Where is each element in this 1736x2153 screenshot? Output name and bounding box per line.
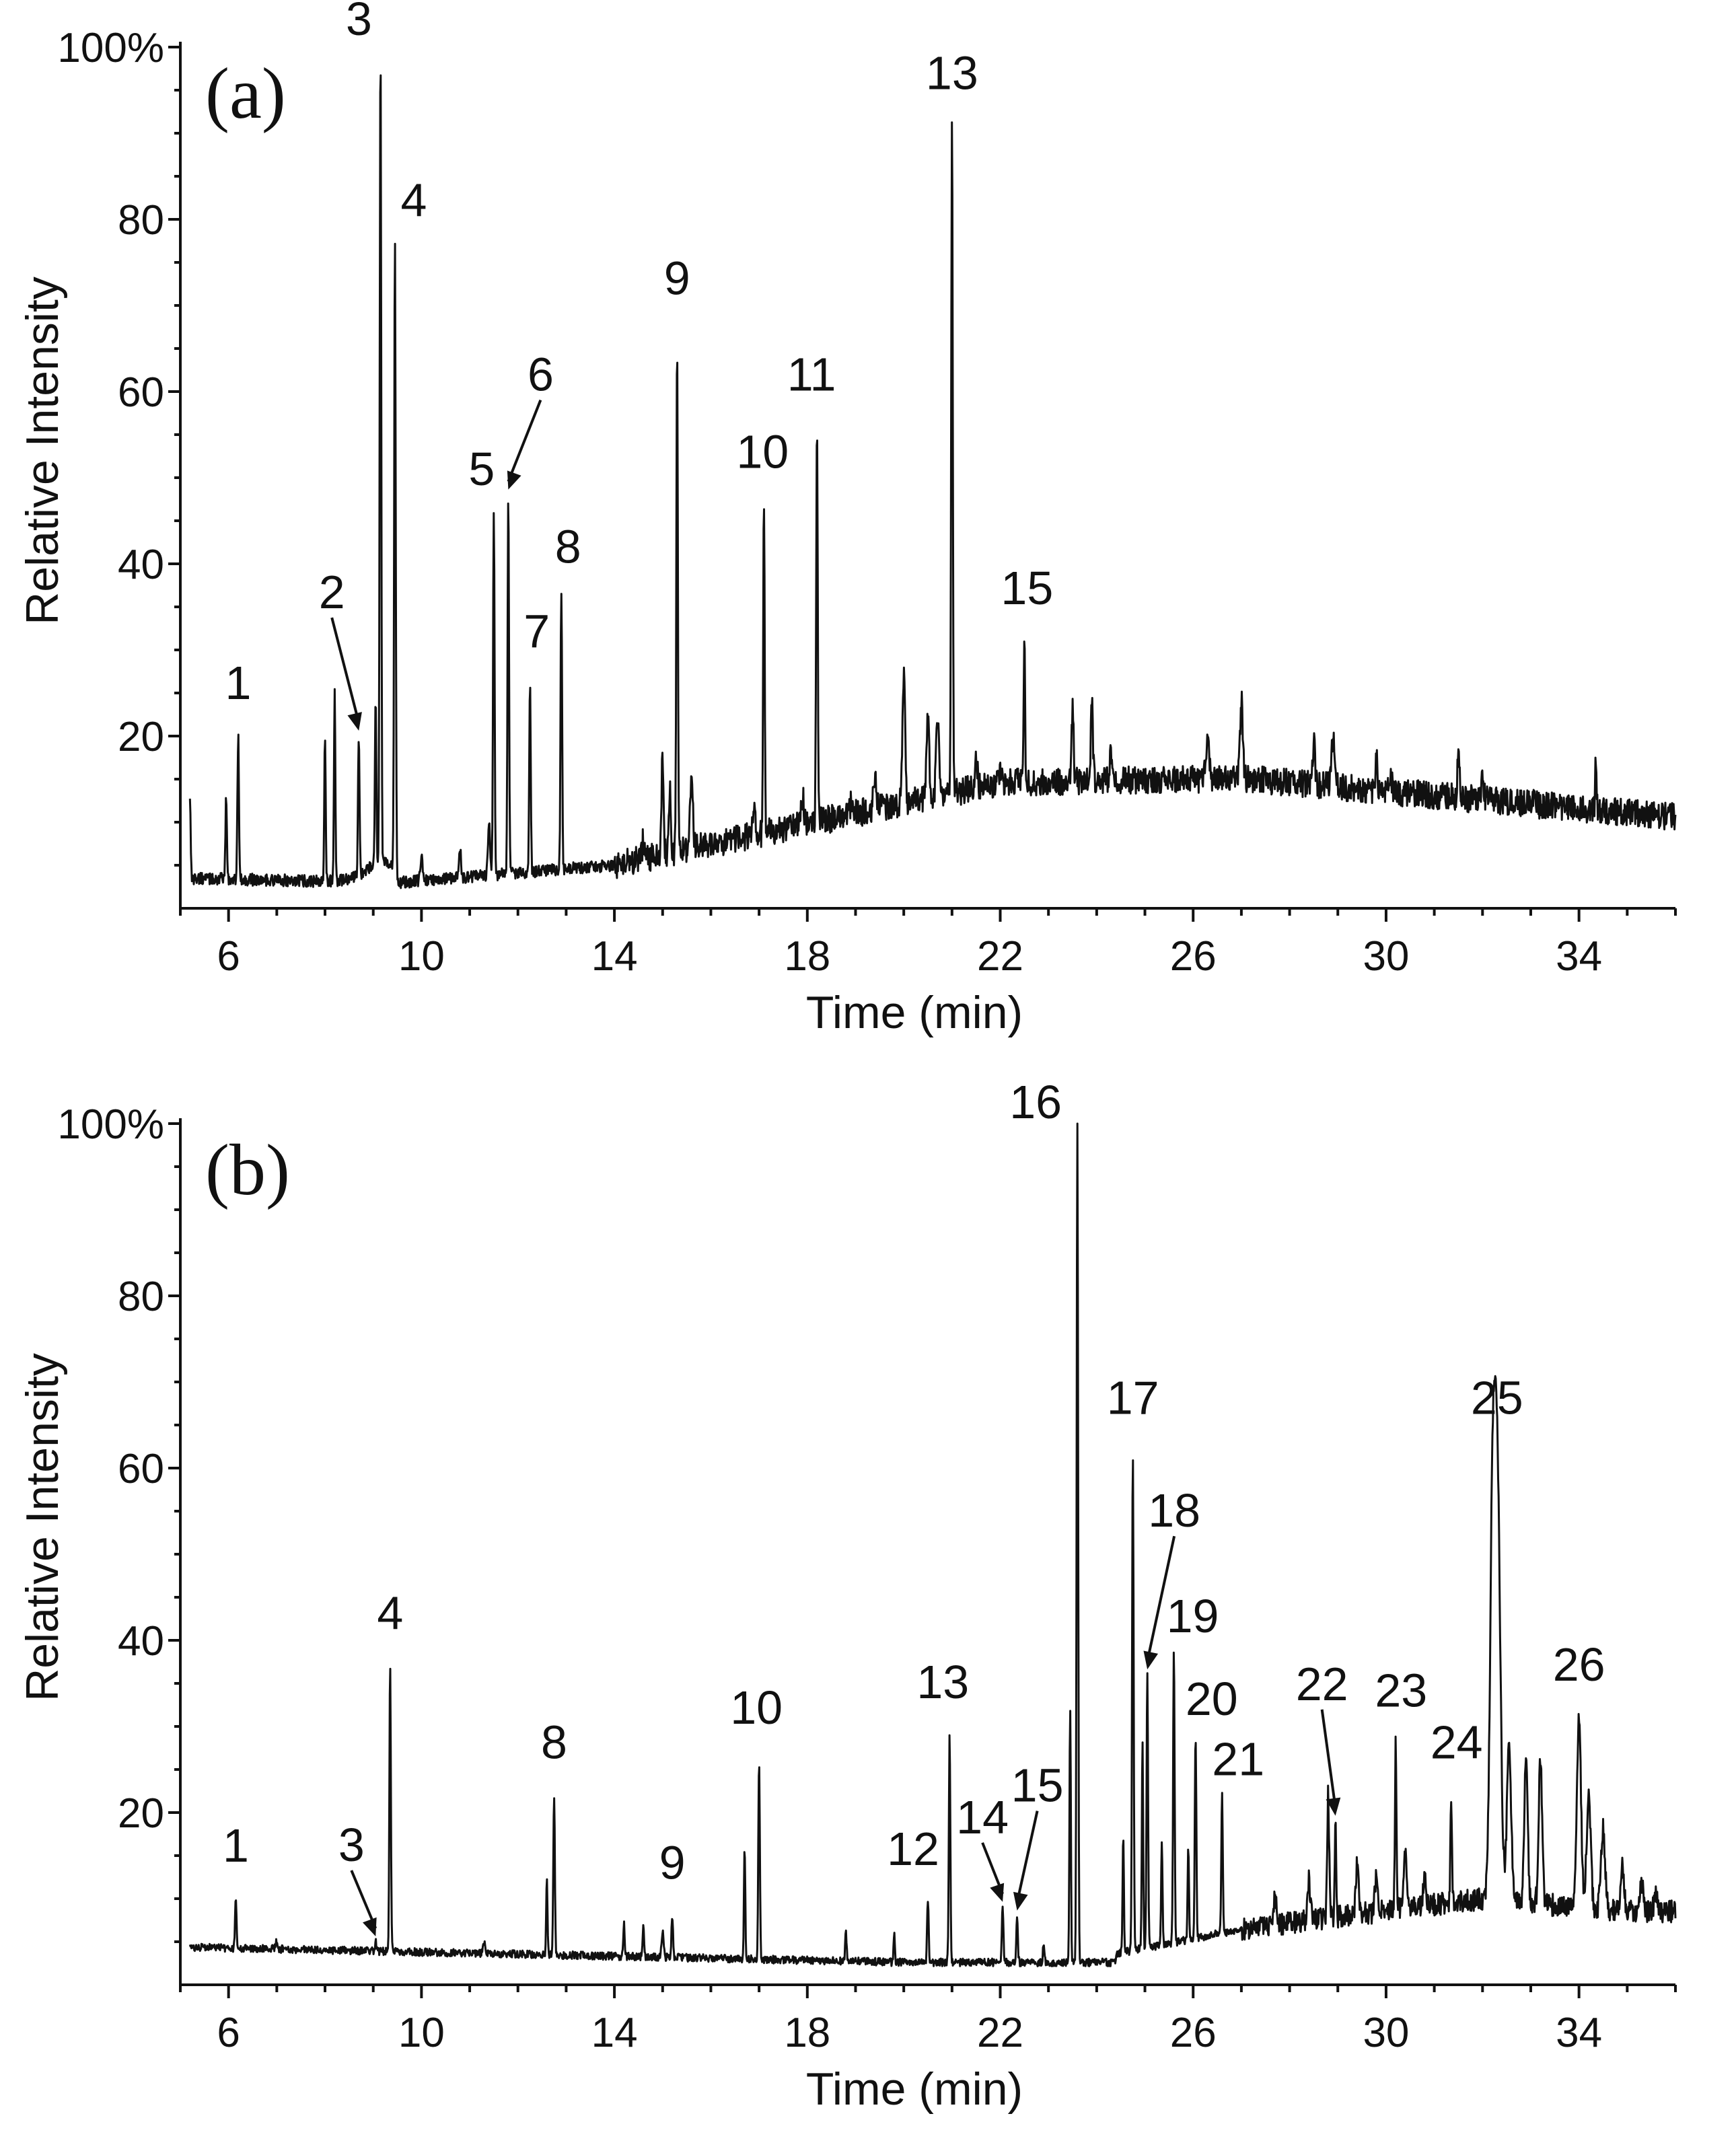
peak-label: 19 (1167, 1590, 1219, 1642)
y-tick-label: 40 (118, 1618, 164, 1665)
peak-label: 7 (523, 605, 550, 657)
peak-arrowhead (1143, 1650, 1159, 1670)
peak-label: 2 (319, 566, 345, 618)
x-tick-label: 30 (1363, 933, 1409, 980)
chromatogram-panel-b: 20 40 60 80 100% 6 10 14 18 22 26 30 34 Time (min) Rel… (0, 1076, 1736, 2153)
peak-label: 8 (555, 520, 581, 573)
x-tick-label: 18 (784, 2010, 830, 2056)
y-tick-label: 80 (118, 1274, 164, 1320)
peak-label: 22 (1296, 1658, 1348, 1710)
x-tick-label: 26 (1170, 2010, 1217, 2056)
x-tick-label: 10 (398, 2010, 445, 2056)
y-tick-label: 40 (118, 542, 164, 588)
peak-label: 23 (1375, 1665, 1427, 1717)
chromatogram-panel-a: 20 40 60 80 100% 6 10 14 18 22 26 30 34 Time (min) Rel… (0, 0, 1736, 1076)
peak-arrow (1146, 1535, 1176, 1662)
peak-arrow (350, 1870, 377, 1929)
peak-label: 9 (664, 252, 690, 304)
x-tick-label: 6 (217, 933, 240, 980)
x-axis-title: Time (min) (806, 2064, 1023, 2115)
y-tick-label: 20 (118, 1790, 164, 1837)
x-tick-label: 10 (398, 933, 445, 980)
peak-label: 16 (1009, 1076, 1062, 1128)
peak-arrow (330, 617, 361, 723)
x-tick-label: 34 (1556, 933, 1602, 980)
chromatogram-trace (188, 1122, 1677, 1967)
y-tick-label: 20 (118, 714, 164, 760)
y-axis-title: Relative Intensity (17, 1353, 68, 1702)
x-tick-label: 22 (977, 2010, 1023, 2056)
peak-arrow (1320, 1709, 1337, 1809)
peak-label: 8 (541, 1716, 567, 1768)
y-tick-label: 60 (118, 1446, 164, 1492)
peak-label: 3 (338, 1819, 365, 1871)
panel-label: (b) (205, 1130, 290, 1210)
x-tick-label: 22 (977, 933, 1023, 980)
chromatogram-trace (188, 74, 1677, 889)
peak-label: 15 (1011, 1759, 1064, 1812)
peak-label: 21 (1212, 1732, 1264, 1785)
x-tick-label: 34 (1556, 2010, 1602, 2056)
peak-arrowhead (363, 1917, 377, 1936)
peak-label: 20 (1186, 1673, 1238, 1725)
peak-label: 3 (346, 0, 372, 45)
panel-label: (a) (205, 54, 286, 134)
peak-arrowhead (990, 1883, 1005, 1902)
x-tick-label: 26 (1170, 933, 1217, 980)
y-axis-title: Relative Intensity (17, 277, 68, 625)
peak-arrow (1015, 1811, 1039, 1903)
peak-label: 5 (468, 443, 495, 495)
x-tick-label: 14 (591, 2010, 638, 2056)
peak-label: 26 (1553, 1638, 1605, 1691)
peak-label: 17 (1107, 1371, 1159, 1424)
y-tick-label: 80 (118, 197, 164, 244)
peak-label: 12 (887, 1823, 939, 1875)
peak-label: 4 (377, 1586, 403, 1639)
peak-arrow (507, 399, 542, 482)
peak-label: 10 (736, 426, 789, 478)
x-tick-label: 6 (217, 2010, 240, 2056)
peak-label: 6 (528, 349, 554, 401)
peak-label: 24 (1431, 1716, 1483, 1768)
peak-label: 11 (787, 348, 836, 400)
peak-label: 4 (400, 174, 427, 227)
peak-label: 14 (956, 1791, 1009, 1844)
peak-label: 13 (916, 1656, 969, 1708)
peak-label: 1 (223, 1819, 249, 1872)
peak-label: 25 (1471, 1371, 1523, 1424)
peak-arrowhead (507, 470, 521, 490)
peak-label: 15 (1001, 562, 1053, 614)
y-tick-label: 100% (57, 25, 164, 71)
peak-label: 10 (730, 1681, 783, 1734)
peak-label: 9 (659, 1837, 686, 1889)
x-tick-label: 18 (784, 933, 830, 980)
peak-label: 18 (1148, 1484, 1200, 1537)
y-tick-label: 100% (57, 1101, 164, 1148)
peak-arrowhead (1013, 1891, 1028, 1911)
x-tick-label: 14 (591, 933, 638, 980)
peak-label: 1 (225, 657, 252, 709)
x-tick-label: 30 (1363, 2010, 1409, 2056)
y-tick-label: 60 (118, 369, 164, 416)
x-axis-title: Time (min) (806, 987, 1023, 1038)
peak-arrowhead (1326, 1797, 1341, 1816)
peak-arrowhead (347, 712, 362, 731)
peak-label: 13 (926, 46, 978, 99)
